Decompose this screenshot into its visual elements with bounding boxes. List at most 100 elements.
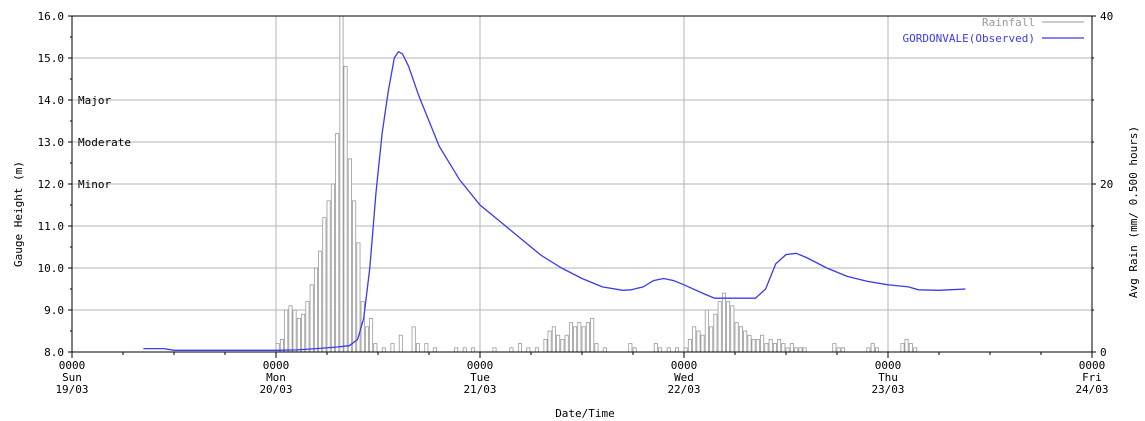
rainfall-bar xyxy=(913,347,918,353)
x-tick-time: 0000 xyxy=(875,359,902,372)
x-tick-date: 19/03 xyxy=(55,383,88,396)
rainfall-bar xyxy=(726,301,731,353)
rainfall-bar xyxy=(381,347,386,353)
rainfall-bar xyxy=(840,347,845,353)
rainfall-bar xyxy=(836,347,841,353)
rainfall-bar xyxy=(462,347,467,353)
y-tick-label: 12.0 xyxy=(38,178,65,191)
time-axis-ticks: 0000Sun19/030000Mon20/030000Tue21/030000… xyxy=(55,352,1109,396)
x-tick-time: 0000 xyxy=(467,359,494,372)
rainfall-bar xyxy=(390,343,395,353)
rainfall-bar xyxy=(798,347,803,353)
rainfall-bar xyxy=(534,347,539,353)
rainfall-bar xyxy=(717,301,722,353)
rainfall-bar xyxy=(908,343,913,353)
rainfall-bar xyxy=(330,183,335,353)
rainfall-bar xyxy=(424,343,429,353)
left-axis-ticks: 8.0 9.0 10.0 11.0 12.0 13.0 14.0 15.0 16.0 xyxy=(38,10,72,359)
x-tick-date: 24/03 xyxy=(1075,383,1108,396)
legend-rainfall-label: Rainfall xyxy=(982,16,1035,29)
rainfall-bar xyxy=(730,305,735,353)
rainfall-bar xyxy=(768,338,773,353)
rainfall-bar xyxy=(339,15,344,353)
rainfall-bar xyxy=(526,347,531,353)
rainfall-bar xyxy=(568,322,573,353)
rainfall-bar xyxy=(492,347,497,353)
y-tick-label: 11.0 xyxy=(38,220,65,233)
rainfall-bar xyxy=(454,347,459,353)
x-tick-day: Sun xyxy=(62,371,82,384)
flood-level-major: Major xyxy=(78,94,111,107)
y-tick-label: 15.0 xyxy=(38,52,65,65)
rainfall-bar xyxy=(284,309,289,353)
x-tick-date: 20/03 xyxy=(259,383,292,396)
x-tick-day: Tue xyxy=(470,371,490,384)
rainfall-bar xyxy=(364,326,369,353)
x-tick-day: Mon xyxy=(266,371,286,384)
rainfall-bar xyxy=(556,334,561,353)
x-tick-day: Thu xyxy=(878,371,898,384)
rainfall-bar xyxy=(832,343,837,353)
rainfall-bar xyxy=(866,347,871,353)
rainfall-bar xyxy=(560,338,565,353)
rainfall-bar xyxy=(747,334,752,353)
y-tick-label: 13.0 xyxy=(38,136,65,149)
rainfall-bar xyxy=(301,313,306,353)
rainfall-bar xyxy=(322,217,327,353)
x-tick-date: 21/03 xyxy=(463,383,496,396)
rainfall-bars xyxy=(275,15,918,353)
y-tick-label: 14.0 xyxy=(38,94,65,107)
rainfall-bar xyxy=(772,343,777,353)
flood-level-moderate: Moderate xyxy=(78,136,131,149)
rainfall-bar xyxy=(326,200,331,353)
x-tick-date: 22/03 xyxy=(667,383,700,396)
y2-tick-label: 0 xyxy=(1100,346,1107,359)
rainfall-bar xyxy=(296,317,301,353)
x-tick-time: 0000 xyxy=(671,359,698,372)
rainfall-bar xyxy=(292,309,297,353)
rainfall-bar xyxy=(743,330,748,353)
rainfall-bar xyxy=(628,343,633,353)
rainfall-bar xyxy=(709,326,714,353)
rainfall-bar xyxy=(347,158,352,353)
observed-gauge-line xyxy=(143,50,966,351)
rainfall-bar xyxy=(471,347,476,353)
rainfall-bar xyxy=(369,317,374,353)
rainfall-bar xyxy=(666,347,671,353)
rainfall-bar xyxy=(335,133,340,353)
legend: Rainfall GORDONVALE(Observed) xyxy=(903,16,1084,45)
y-tick-label: 8.0 xyxy=(44,346,64,359)
right-axis-title: Avg Rain (mm/ 0.500 hours) xyxy=(1127,126,1140,298)
right-axis-ticks: 0 20 40 xyxy=(1092,10,1113,359)
rainfall-bar xyxy=(785,347,790,353)
rainfall-bar xyxy=(760,334,765,353)
x-tick-time: 0000 xyxy=(263,359,290,372)
y2-tick-label: 20 xyxy=(1100,178,1113,191)
rainfall-bar xyxy=(313,267,318,353)
y-tick-label: 9.0 xyxy=(44,304,64,317)
rainfall-bar xyxy=(632,347,637,353)
rainfall-bar xyxy=(734,322,739,353)
rainfall-bar xyxy=(411,326,416,353)
rainfall-bar xyxy=(373,343,378,353)
rainfall-bar xyxy=(794,347,799,353)
grid-lines xyxy=(71,15,1093,353)
rainfall-bar xyxy=(288,305,293,353)
rainfall-bar xyxy=(318,250,323,353)
rainfall-bar xyxy=(564,334,569,353)
rainfall-bar xyxy=(802,347,807,353)
legend-observed-label: GORDONVALE(Observed) xyxy=(903,32,1035,45)
rainfall-bar xyxy=(343,66,348,353)
rainfall-bar xyxy=(687,338,692,353)
rainfall-bar xyxy=(781,343,786,353)
rainfall-bar xyxy=(755,338,760,353)
rainfall-bar xyxy=(704,309,709,353)
y2-tick-label: 40 xyxy=(1100,10,1113,23)
rainfall-bar xyxy=(551,326,556,353)
x-axis-title: Date/Time xyxy=(555,407,615,420)
rainfall-bar xyxy=(305,301,310,353)
rainfall-bar xyxy=(870,343,875,353)
rainfall-bar xyxy=(713,313,718,353)
rainfall-bar xyxy=(602,347,607,353)
